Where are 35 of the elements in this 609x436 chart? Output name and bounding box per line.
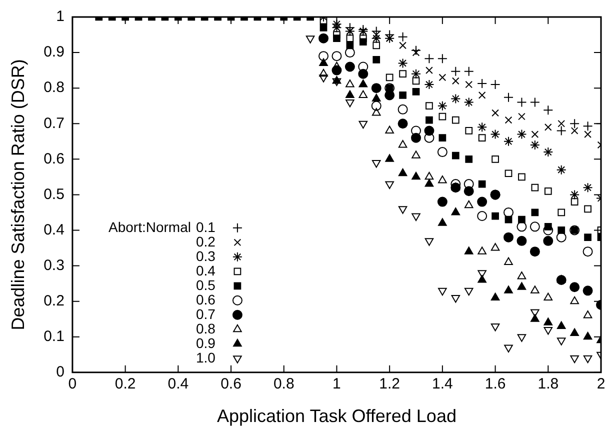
legend-label: 0.6 [196,291,216,308]
legend-label: 0.4 [196,262,216,278]
legend-label: 1.0 [196,349,216,366]
legend-label: 0.7 [196,306,216,322]
x-tick-label: 2 [596,376,606,393]
y-tick-label: 0.5 [44,186,64,203]
legend-title: Abort:Normal [108,218,191,235]
x-tick-label: 1.8 [538,376,559,393]
y-tick-label: 0.2 [44,292,64,310]
y-tick-label: 0.3 [44,256,64,274]
y-tick-label: 0.8 [44,79,64,96]
legend-label: 0.5 [196,276,216,293]
y-tick-label: 0 [56,364,64,381]
x-tick-label: 1.6 [484,376,506,393]
x-tick-label: 1 [332,376,341,393]
x-tick-label: 0.2 [114,376,136,393]
legend-label: 0.9 [196,334,216,351]
x-axis-title: Application Task Offered Load [216,406,456,426]
y-tick-label: 0.4 [44,221,64,238]
y-axis-title: Deadline Satisfaction Ratio (DSR) [8,59,28,330]
y-tick-label: 0.7 [44,114,64,132]
legend-label: 0.8 [196,320,216,336]
x-tick-label: 0.8 [273,376,294,393]
legend-label: 0.1 [196,218,216,235]
y-tick-label: 0.9 [44,44,64,61]
x-tick-label: 0 [68,376,77,393]
x-tick-label: 1.4 [432,376,453,393]
x-tick-label: 0.6 [220,376,242,393]
x-tick-label: 1.2 [379,376,400,393]
legend-label: 0.2 [196,233,216,250]
y-tick-label: 0.6 [44,150,64,168]
x-tick-label: 0.4 [168,376,189,393]
legend-label: 0.3 [196,248,216,264]
y-tick-label: 1 [56,8,64,26]
y-tick-label: 0.1 [44,328,64,345]
